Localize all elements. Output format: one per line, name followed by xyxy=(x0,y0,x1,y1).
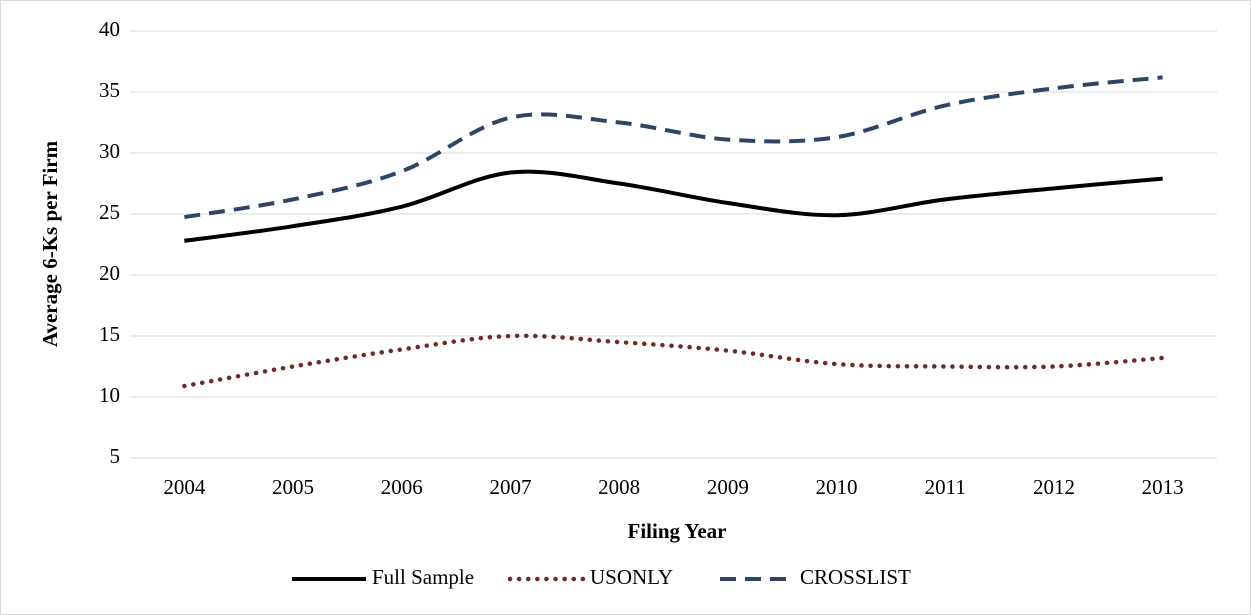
legend-label: Full Sample xyxy=(372,565,474,589)
series-line xyxy=(184,75,1163,220)
y-tick-label: 30 xyxy=(99,139,120,163)
x-tick-label: 2006 xyxy=(381,475,423,499)
x-tick-label: 2010 xyxy=(816,475,858,499)
y-tick-label: 25 xyxy=(99,200,120,224)
x-tick-label: 2004 xyxy=(163,475,206,499)
x-tick-label: 2013 xyxy=(1142,475,1184,499)
y-tick-label: 5 xyxy=(110,444,121,468)
x-tick-label: 2012 xyxy=(1033,475,1075,499)
y-tick-label: 10 xyxy=(99,383,120,407)
y-tick-label: 40 xyxy=(99,17,120,41)
series-line xyxy=(182,333,1165,389)
y-axis-title: Average 6-Ks per Firm xyxy=(38,140,62,347)
x-axis-title: Filing Year xyxy=(628,519,727,543)
x-tick-label: 2005 xyxy=(272,475,314,499)
legend-label: CROSSLIST xyxy=(800,565,911,589)
y-tick-label: 20 xyxy=(99,261,120,285)
x-tick-label: 2011 xyxy=(925,475,966,499)
y-tick-label: 35 xyxy=(99,78,120,102)
x-tick-label: 2009 xyxy=(707,475,749,499)
x-tick-label: 2008 xyxy=(598,475,640,499)
x-tick-label: 2007 xyxy=(489,475,531,499)
legend-label: USONLY xyxy=(590,565,673,589)
y-tick-label: 15 xyxy=(99,322,120,346)
series-line xyxy=(184,169,1163,243)
